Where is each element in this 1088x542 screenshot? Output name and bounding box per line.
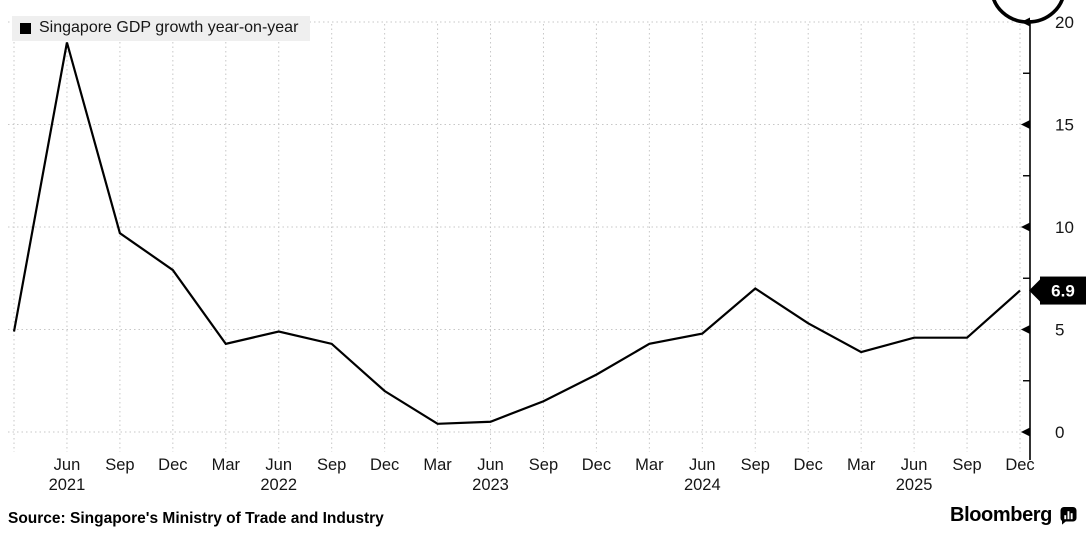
year-label: 2023 [472, 476, 509, 494]
y-tick-arrow-icon [1021, 222, 1030, 232]
x-tick-label: Dec [1005, 456, 1034, 474]
legend-swatch-icon [20, 22, 31, 34]
x-tick-label: Sep [317, 456, 346, 474]
x-tick-label: Jun [54, 456, 81, 474]
legend-label: Singapore GDP growth year-on-year [39, 19, 299, 36]
x-tick-label: Dec [582, 456, 611, 474]
x-tick-label: Jun [477, 456, 504, 474]
x-tick-label: Sep [529, 456, 558, 474]
x-tick-label: Jun [901, 456, 928, 474]
x-tick-label: Dec [370, 456, 399, 474]
last-value-pointer-icon [1029, 278, 1041, 303]
x-tick-label: Dec [794, 456, 823, 474]
bloomberg-wordmark: Bloomberg [950, 504, 1052, 526]
year-label: 2022 [260, 476, 297, 494]
gdp-line-series [12, 42, 1021, 425]
y-tick-arrow-icon [1021, 325, 1030, 334]
x-tick-label: Dec [158, 456, 187, 474]
y-tick-label: 15 [1055, 116, 1074, 135]
x-tick-label: Mar [423, 456, 452, 474]
x-tick-label: Sep [741, 456, 770, 474]
year-label: 2025 [896, 476, 933, 494]
source-text: Source: Singapore's Ministry of Trade an… [8, 510, 384, 527]
y-tick-arrow-icon [1021, 120, 1030, 129]
year-label: 2021 [49, 476, 86, 494]
gdp-growth-line-chart: 0 5 10 15 20 Jun Sep Dec Mar Jun Sep Dec Mar Jun Sep De… [8, 0, 1086, 494]
chart-legend: Singapore GDP growth year-on-year [12, 16, 311, 41]
x-tick-label: Mar [847, 456, 876, 474]
y-tick-arrow-icon [1021, 427, 1030, 437]
x-tick-label: Jun [265, 456, 292, 474]
x-tick-label: Mar [212, 456, 241, 474]
y-tick-label: 5 [1055, 321, 1064, 340]
y-tick-label: 20 [1055, 13, 1074, 32]
x-tick-label: Sep [952, 456, 981, 474]
bloomberg-logo: Bloomberg [950, 504, 1078, 527]
y-tick-label: 10 [1055, 218, 1074, 237]
x-tick-label: Sep [105, 456, 134, 474]
year-label: 2024 [684, 476, 721, 494]
annotation-circle [992, 0, 1064, 24]
last-value-text: 6.9 [1051, 282, 1075, 301]
last-value-badge [1040, 276, 1086, 305]
x-tick-label: Jun [689, 456, 716, 474]
y-tick-label: 0 [1055, 423, 1064, 442]
bloomberg-chart-icon [1060, 507, 1077, 525]
x-tick-label: Mar [635, 456, 664, 474]
